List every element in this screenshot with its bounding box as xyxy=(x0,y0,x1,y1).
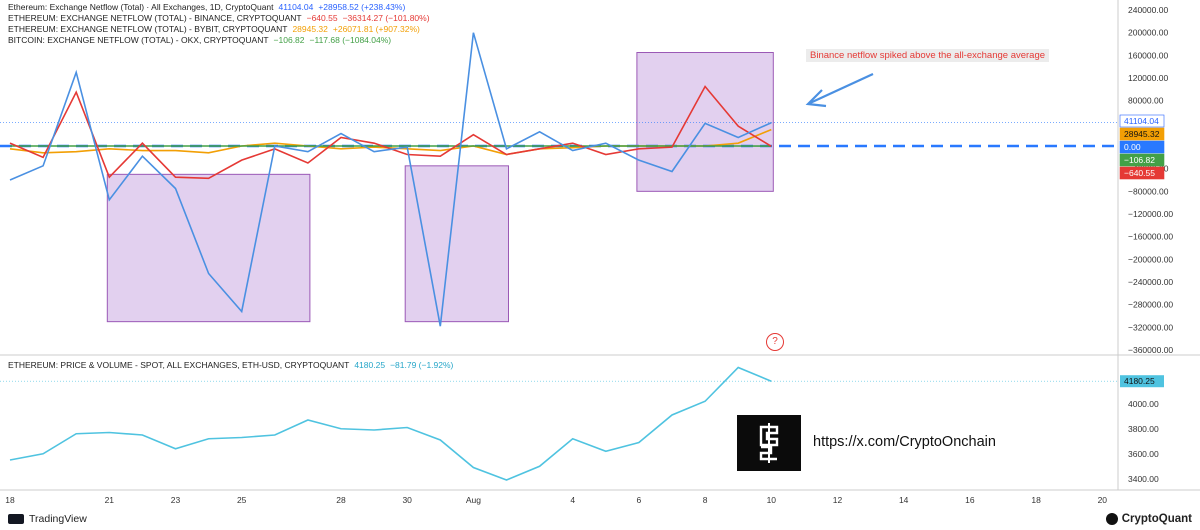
price-line xyxy=(9,366,772,481)
price-tag-label-red: −640.55 xyxy=(1124,168,1155,178)
y-tick-label: 120000.00 xyxy=(1128,73,1168,83)
price-tag-price xyxy=(1120,375,1164,388)
x-tick-label: 30 xyxy=(402,495,412,505)
y-tick-label: −360000.00 xyxy=(1128,345,1173,355)
price-legend: ETHEREUM: PRICE & VOLUME - SPOT, ALL EXC… xyxy=(8,360,458,371)
y-tick-label: −320000.00 xyxy=(1128,322,1173,332)
legend-series-value: 28945.32 xyxy=(292,24,328,34)
legend-row: ETHEREUM: EXCHANGE NETFLOW (TOTAL) - BIN… xyxy=(8,13,435,24)
price-tag-label-zero: 0.00 xyxy=(1124,142,1141,152)
price-tag-blue xyxy=(1119,114,1165,128)
x-tick-label: 18 xyxy=(5,495,15,505)
y-tick-label-price: 3600.00 xyxy=(1128,449,1159,459)
price-tag-red xyxy=(1119,166,1165,180)
y-tick-label-price: 4000.00 xyxy=(1128,399,1159,409)
highlight-box xyxy=(404,165,510,323)
y-tick-label: 80000.00 xyxy=(1128,96,1164,106)
cryptoquant-label: CryptoQuant xyxy=(1121,513,1192,525)
legend-series-change: +26071.81 (+907.32%) xyxy=(332,24,420,34)
legend-row: ETHEREUM: EXCHANGE NETFLOW (TOTAL) - BYB… xyxy=(8,24,435,35)
x-tick-label: 18 xyxy=(1031,495,1041,505)
highlight-box xyxy=(106,173,311,323)
x-tick-label: 8 xyxy=(703,495,708,505)
y-tick-label-price: 3800.00 xyxy=(1128,424,1159,434)
legend-series-value: 4180.25 xyxy=(354,360,386,370)
cryptoquant-brand: CryptoQuant xyxy=(1105,513,1192,525)
legend-series-change: −81.79 (−1.92%) xyxy=(390,360,454,370)
tradingview-icon xyxy=(8,514,24,524)
legend-series-name: Ethereum: Exchange Netflow (Total) · All… xyxy=(8,2,274,12)
y-tick-label: −80000.00 xyxy=(1128,186,1169,196)
price-tag-label-green: −106.82 xyxy=(1124,155,1155,165)
price-tag-zero xyxy=(1119,140,1165,154)
x-tick-label: 4 xyxy=(570,495,575,505)
y-tick-label: 200000.00 xyxy=(1128,28,1168,38)
legend-row: Ethereum: Exchange Netflow (Total) · All… xyxy=(8,2,435,13)
series-line-0 xyxy=(9,32,772,327)
price-tag-orange xyxy=(1119,127,1165,141)
y-tick-label: 240000.00 xyxy=(1128,5,1168,15)
price-tag-label-blue: 41104.04 xyxy=(1124,116,1159,126)
x-tick-label: 16 xyxy=(965,495,975,505)
help-icon[interactable]: ? xyxy=(766,333,784,351)
y-tick-label: −280000.00 xyxy=(1128,300,1173,310)
tradingview-label: TradingView xyxy=(29,513,87,525)
annotation-arrow-head xyxy=(805,89,827,108)
y-tick-label: −160000.00 xyxy=(1128,232,1173,242)
legend-series-change: −36314.27 (−101.80%) xyxy=(342,13,430,23)
y-tick-label: 160000.00 xyxy=(1128,50,1168,60)
x-tick-label: 12 xyxy=(833,495,843,505)
legend-series-name: ETHEREUM: EXCHANGE NETFLOW (TOTAL) - BIN… xyxy=(8,13,302,23)
legend-series-change: +28958.52 (+238.43%) xyxy=(318,2,406,12)
main-legend: Ethereum: Exchange Netflow (Total) · All… xyxy=(8,2,435,46)
legend-series-value: −106.82 xyxy=(273,35,305,45)
x-tick-label: Aug xyxy=(466,495,481,505)
x-tick-label: 23 xyxy=(171,495,181,505)
legend-series-name: ETHEREUM: PRICE & VOLUME - SPOT, ALL EXC… xyxy=(8,360,350,370)
legend-series-value: 41104.04 xyxy=(278,2,314,12)
legend-series-change: −117.68 (−1084.04%) xyxy=(309,35,392,45)
y-tick-label: −120000.00 xyxy=(1128,209,1173,219)
cryptoquant-icon xyxy=(1105,513,1118,525)
x-tick-label: 6 xyxy=(637,495,642,505)
price-tag-label-orange: 28945.32 xyxy=(1124,129,1160,139)
x-tick-label: 14 xyxy=(899,495,909,505)
x-tick-label: 20 xyxy=(1098,495,1108,505)
tradingview-brand: TradingView xyxy=(8,513,87,525)
watermark-url: https://x.com/CryptoOnchain xyxy=(813,434,996,450)
x-tick-label: 28 xyxy=(336,495,346,505)
y-tick-label-price: 3400.00 xyxy=(1128,474,1159,484)
cryptoonchain-logo xyxy=(737,415,801,471)
price-tag-green xyxy=(1119,153,1165,167)
annotation-arrow-shaft xyxy=(809,73,874,104)
legend-series-name: ETHEREUM: EXCHANGE NETFLOW (TOTAL) - BYB… xyxy=(8,24,288,34)
y-tick-label: −240000.00 xyxy=(1128,277,1173,287)
legend-series-value: −640.55 xyxy=(306,13,338,23)
x-tick-label: 25 xyxy=(237,495,247,505)
highlight-box xyxy=(636,52,774,192)
legend-row: BITCOIN: EXCHANGE NETFLOW (TOTAL) - OKX,… xyxy=(8,35,435,46)
x-tick-label: 21 xyxy=(105,495,115,505)
legend-series-name: BITCOIN: EXCHANGE NETFLOW (TOTAL) - OKX,… xyxy=(8,35,269,45)
binance-annotation: Binance netflow spiked above the all-exc… xyxy=(806,49,1050,62)
price-tag-label-price: 4180.25 xyxy=(1124,376,1155,386)
x-tick-label: 10 xyxy=(767,495,777,505)
y-tick-label: −200000.00 xyxy=(1128,254,1173,264)
